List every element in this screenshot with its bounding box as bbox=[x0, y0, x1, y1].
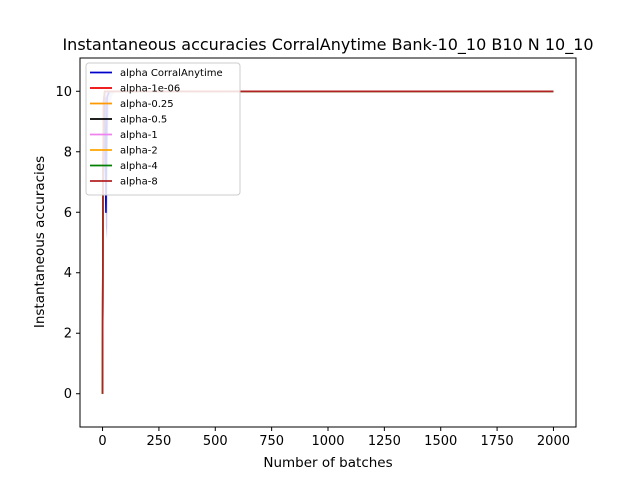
legend-entry: alpha-0.25 bbox=[120, 99, 174, 110]
y-tick-label: 2 bbox=[64, 327, 72, 342]
y-tick-label: 4 bbox=[64, 266, 72, 281]
y-tick-label: 8 bbox=[64, 145, 72, 160]
x-tick-label: 1500 bbox=[424, 434, 457, 449]
y-axis: 0 2 4 6 8 10 bbox=[55, 85, 80, 402]
x-tick-label: 1750 bbox=[481, 434, 514, 449]
legend: alpha CorralAnytime alpha-1e-06 alpha-0.25… bbox=[85, 62, 241, 196]
legend-entry: alpha-4 bbox=[120, 161, 158, 172]
y-axis-label: Instantaneous accuracies bbox=[32, 156, 48, 328]
x-tick-label: 2000 bbox=[537, 434, 570, 449]
legend-entry: alpha-1e-06 bbox=[120, 84, 180, 95]
x-tick-label: 1250 bbox=[368, 434, 401, 449]
y-tick-label: 6 bbox=[64, 206, 72, 221]
y-tick-label: 0 bbox=[64, 387, 72, 402]
x-tick-label: 0 bbox=[98, 434, 106, 449]
x-axis-label: Number of batches bbox=[263, 455, 392, 471]
y-tick-label: 10 bbox=[55, 85, 72, 100]
legend-entry: alpha-2 bbox=[120, 146, 158, 157]
legend-entry: alpha-8 bbox=[120, 177, 158, 188]
x-tick-label: 1000 bbox=[311, 434, 344, 449]
x-axis: 0 250 500 750 1000 1250 1500 1750 2000 bbox=[98, 427, 570, 449]
legend-entry: alpha-1 bbox=[120, 130, 158, 141]
x-tick-label: 750 bbox=[259, 434, 284, 449]
legend-box bbox=[85, 62, 241, 196]
x-tick-label: 500 bbox=[203, 434, 228, 449]
legend-entry: alpha CorralAnytime bbox=[120, 68, 223, 79]
chart-title: Instantaneous accuracies CorralAnytime B… bbox=[62, 35, 593, 55]
legend-entry: alpha-0.5 bbox=[120, 115, 167, 126]
x-tick-label: 250 bbox=[146, 434, 171, 449]
